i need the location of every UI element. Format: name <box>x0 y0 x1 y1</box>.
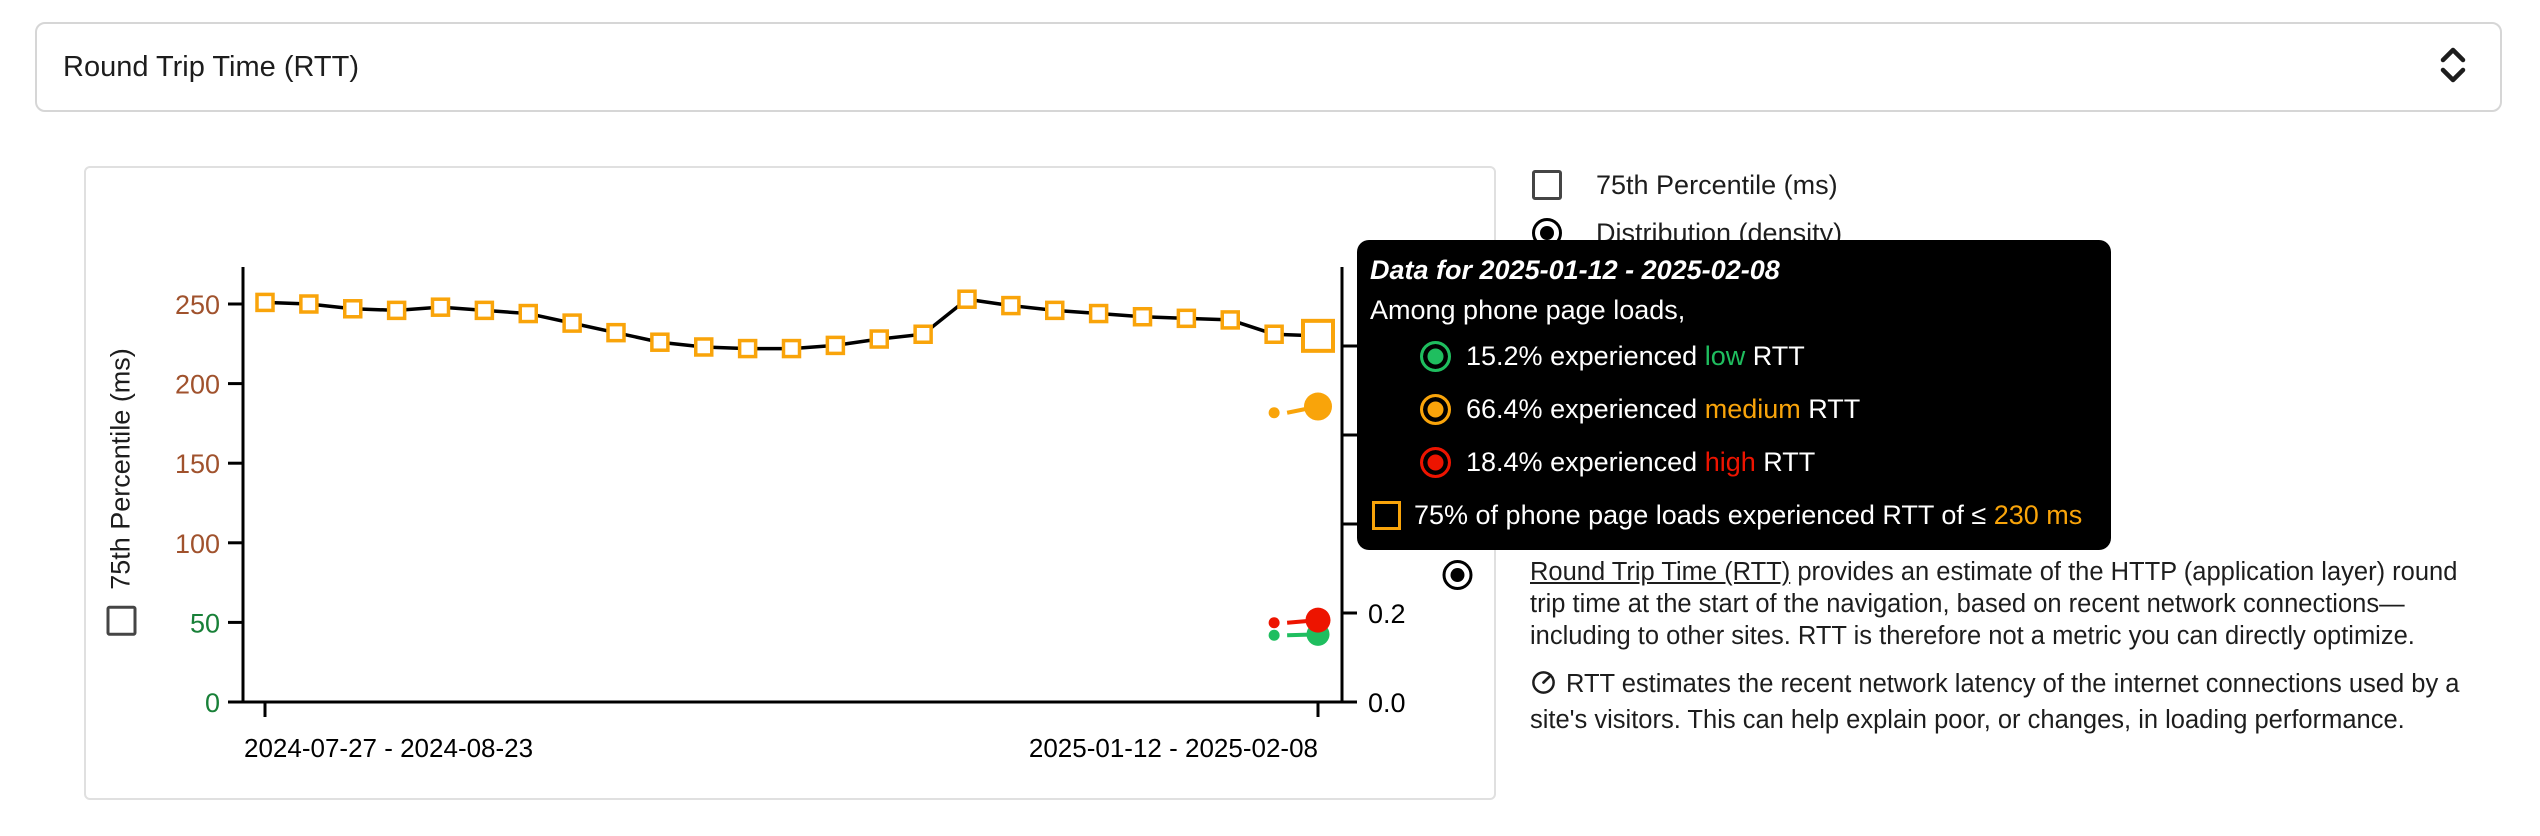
density-dot-high-current <box>1305 607 1331 633</box>
metric-select-label: Round Trip Time (RTT) <box>63 50 359 83</box>
y-left-tick-label: 200 <box>175 370 220 400</box>
percentile-marker <box>1220 310 1240 330</box>
y-left-tick-label: 0 <box>205 688 220 718</box>
percentile-marker <box>386 300 407 321</box>
y-left-tick-label: 50 <box>190 608 220 638</box>
y-left-tick-label: 150 <box>175 449 220 479</box>
percentile-marker <box>737 338 758 359</box>
percentile-marker <box>781 338 802 359</box>
tooltip-footer: 75% of phone page loads experienced RTT … <box>1372 489 2095 541</box>
percentile-marker <box>1088 303 1109 324</box>
y-right-tick-label: 0.0 <box>1368 688 1406 718</box>
percentile-square-icon <box>1372 500 1401 530</box>
description-paragraph-1: Round Trip Time (RTT) provides an estima… <box>1530 558 2458 650</box>
percentile-axis-checkbox-glyph <box>106 605 136 636</box>
tooltip-row-medium: 66.4% experienced medium RTT <box>1420 383 2095 436</box>
percentile-marker <box>825 335 846 356</box>
percentile-marker <box>299 294 319 314</box>
percentile-marker <box>1001 295 1021 316</box>
density-dot-high <box>1268 617 1280 629</box>
medium-rtt-dot-icon <box>1420 394 1451 425</box>
percentile-marker <box>869 329 889 349</box>
tooltip-row-high: 18.4% experienced high RTT <box>1420 436 2095 489</box>
unfold-more-icon <box>2436 43 2470 92</box>
legend-label-percentile: 75th Percentile (ms) <box>1596 169 1838 200</box>
density-dot-low <box>1268 629 1280 641</box>
percentile-marker <box>474 300 495 321</box>
y-axis-label-left: 75th Percentile (ms) <box>106 348 137 636</box>
high-rtt-dot-icon <box>1420 447 1451 478</box>
percentile-marker <box>650 332 670 352</box>
percentile-marker <box>430 297 451 317</box>
percentile-marker <box>1176 308 1197 329</box>
legend-item-percentile[interactable]: 75th Percentile (ms) <box>1532 164 1842 206</box>
chart-card: 250 200 150 100 50 0 0.0 0.2 2024-07-27 - 2024-0… <box>84 166 1496 800</box>
x-tick-label-last: 2025-01-12 - 2025-02-08 <box>1029 733 1318 763</box>
percentile-marker <box>606 322 626 343</box>
y-left-tick-label: 100 <box>175 529 220 559</box>
density-dot-medium <box>1268 407 1280 419</box>
rtt-docs-link[interactable]: Round Trip Time (RTT) <box>1530 558 1791 586</box>
percentile-marker <box>1132 306 1153 327</box>
percentile-marker <box>1045 300 1065 321</box>
percentile-marker <box>518 303 538 324</box>
metric-select[interactable]: Round Trip Time (RTT) <box>35 22 2502 112</box>
highlighted-percentile-marker <box>1301 318 1335 353</box>
x-tick-label-first: 2024-07-27 - 2024-08-23 <box>244 733 533 763</box>
percentile-marker <box>957 289 977 309</box>
speed-gauge-icon <box>1530 671 1557 702</box>
low-rtt-dot-icon <box>1420 341 1451 372</box>
percentile-marker <box>255 292 275 313</box>
chart-tooltip: Data for 2025-01-12 - 2025-02-08 Among p… <box>1357 240 2111 550</box>
distribution-axis-radio-glyph <box>1442 560 1472 591</box>
y-right-tick-label: 0.2 <box>1368 599 1406 629</box>
y-axis-left-text: 75th Percentile (ms) <box>105 348 136 590</box>
rtt-chart[interactable]: 250 200 150 100 50 0 0.0 0.2 2024-07-27 - 2024-0… <box>86 168 1498 802</box>
y-left-tick-label: 250 <box>175 290 220 320</box>
percentile-marker <box>562 313 582 333</box>
percentile-marker <box>694 337 714 357</box>
tooltip-row-low: 15.2% experienced low RTT <box>1420 330 2095 383</box>
series-legend: 75th Percentile (ms) Distribution (densi… <box>1532 164 1842 254</box>
density-dot-medium-current <box>1304 392 1332 421</box>
tooltip-title: Data for 2025-01-12 - 2025-02-08 <box>1370 255 1780 285</box>
description-paragraph-2: RTT estimates the recent network latency… <box>1530 670 2460 734</box>
description-panel: Round Trip Time (RTT) provides an estima… <box>1530 556 2464 752</box>
percentile-marker <box>913 324 933 344</box>
percentile-marker <box>1264 324 1284 344</box>
tooltip-subtitle: Among phone page loads, <box>1370 295 1686 325</box>
percentile-marker <box>343 299 363 319</box>
percentile-checkbox[interactable] <box>1532 170 1562 200</box>
